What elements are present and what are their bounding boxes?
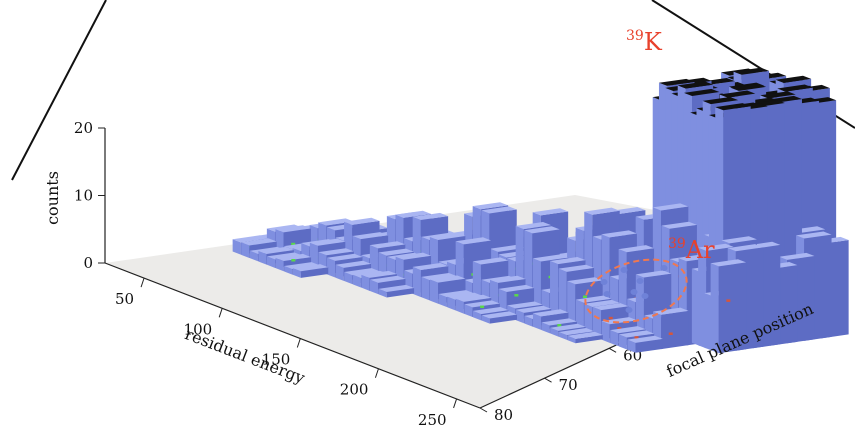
y-tick-label: 80: [494, 406, 513, 424]
annotation-ar39: 39Ar: [668, 236, 715, 264]
z-tick-label: 0: [83, 254, 93, 272]
annotation-k39: 39K: [626, 28, 663, 56]
x-tick-label: 250: [418, 411, 447, 429]
x-axis: [104, 262, 481, 409]
x-tick-label: 100: [184, 320, 213, 338]
bar: [567, 331, 603, 344]
x-tick-label: 200: [340, 381, 369, 399]
bar: [627, 335, 663, 353]
z-tick-label: 10: [74, 187, 93, 205]
ar39-event: [625, 307, 633, 313]
y-tick-mark: [479, 407, 488, 413]
bar: [292, 264, 329, 278]
x-tick-mark: [218, 308, 223, 318]
x-tick-label: 150: [262, 351, 291, 369]
x-tick-mark: [296, 338, 301, 348]
ar39-event: [630, 289, 638, 295]
x-tick-mark: [140, 277, 145, 288]
y-tick-label: 70: [559, 376, 578, 394]
y-tick-mark: [608, 347, 617, 353]
frame-edge-left: [11, 0, 107, 181]
ar39-event: [603, 291, 611, 297]
y-tick-mark: [544, 377, 552, 383]
ar39-event: [641, 293, 649, 299]
ar39-event: [600, 279, 608, 285]
z-tick-label: 20: [74, 119, 93, 137]
ar39-events: [600, 265, 668, 313]
bar: [481, 311, 518, 324]
x-tick-label: 50: [115, 290, 134, 308]
bar: [378, 284, 415, 298]
ar39-event: [636, 278, 644, 284]
ar39-region-ellipse: [584, 258, 688, 324]
x-tick-mark: [453, 398, 458, 409]
ar39-event: [660, 265, 668, 271]
z-axis-label: counts: [43, 171, 62, 225]
bar: [710, 259, 747, 354]
x-tick-mark: [374, 368, 379, 378]
ar39-event: [620, 267, 628, 273]
